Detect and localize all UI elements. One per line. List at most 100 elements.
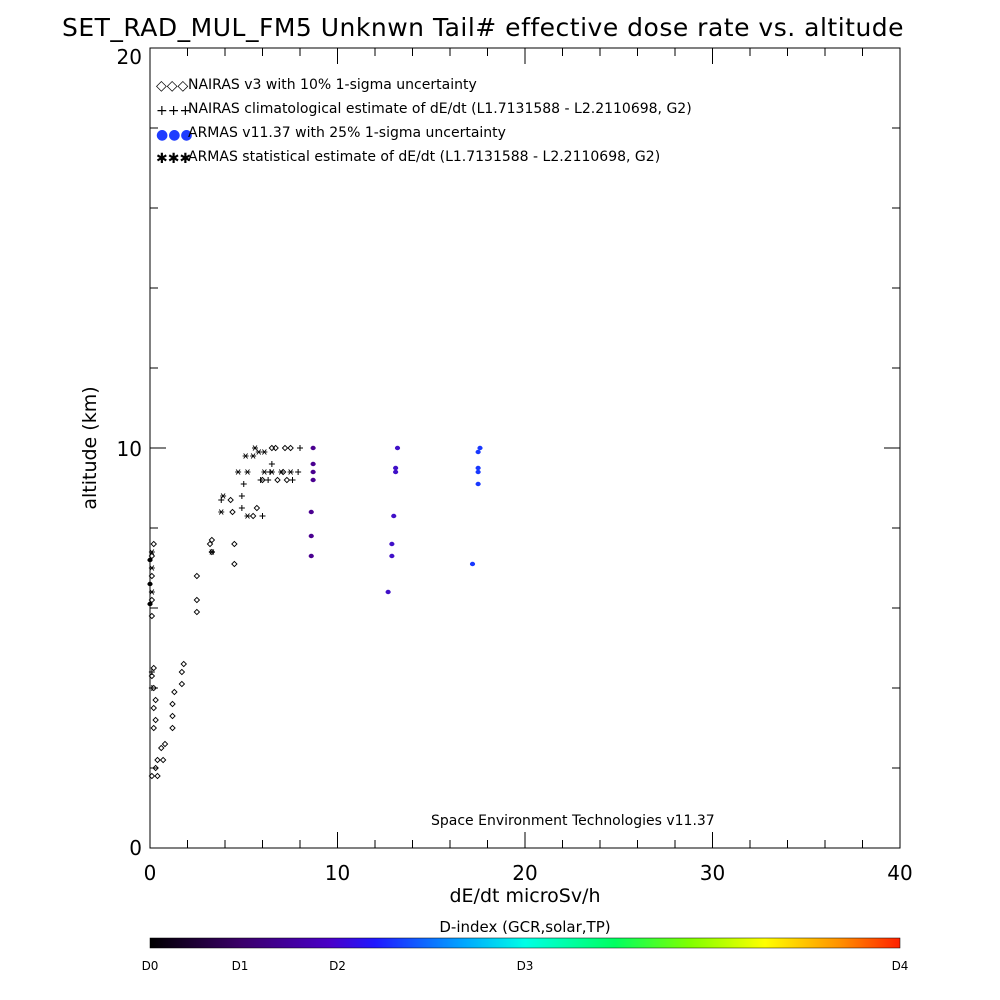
- nairas-point: [159, 756, 167, 764]
- nairas-point: [249, 512, 257, 520]
- armas-statistical-point: [148, 549, 155, 555]
- nairas-point: [154, 756, 161, 764]
- legend-label-armas: ARMAS v11.37 with 25% 1-sigma uncertaint…: [188, 125, 506, 141]
- armas-statistical-point: [252, 445, 258, 451]
- nairas-point: [283, 476, 291, 484]
- legend-symbol-nairas: ◇◇◇: [156, 78, 189, 94]
- armas-point: [475, 481, 481, 487]
- nairas-point: [169, 712, 176, 720]
- x-tick-label-40: 40: [887, 861, 912, 885]
- nairas-climatological-point: [265, 477, 272, 483]
- x-tick-label-30: 30: [700, 861, 725, 885]
- nairas-point: [178, 668, 186, 676]
- nairas-point: [154, 772, 161, 780]
- legend-symbol-armas-statistical: ✱✱✱: [156, 151, 191, 167]
- nairas-point: [206, 540, 214, 548]
- axis-ticks: [149, 47, 901, 849]
- armas-statistical-point: [244, 513, 251, 519]
- nairas-point: [152, 716, 159, 724]
- armas-point: [393, 465, 399, 471]
- armas-statistical-point: [242, 453, 249, 459]
- nairas-point: [161, 740, 169, 748]
- legend-label-nairas-climatological: NAIRAS climatological estimate of dE/dt …: [188, 101, 692, 117]
- nairas-point: [169, 724, 176, 732]
- armas-point: [308, 553, 314, 559]
- nairas-point: [158, 744, 165, 752]
- x-tick-label-20: 20: [512, 861, 537, 885]
- colorbar-label: D2: [329, 959, 346, 973]
- nairas-point: [171, 688, 178, 696]
- armas-point: [477, 445, 483, 451]
- nairas-point: [193, 596, 201, 604]
- armas-point: [391, 513, 397, 519]
- chart-title: SET_RAD_MUL_FM5 Unknwn Tail# effective d…: [62, 13, 904, 42]
- armas-point: [475, 449, 481, 455]
- nairas-point: [231, 540, 238, 548]
- nairas-climatological-point: [268, 461, 275, 467]
- armas-statistical-point: [261, 469, 268, 475]
- armas-statistical-point: [287, 469, 294, 475]
- nairas-climatological-point: [295, 469, 302, 475]
- armas-point: [310, 477, 316, 483]
- armas-statistical-point: [208, 549, 215, 555]
- legend-label-armas-statistical: ARMAS statistical estimate of dE/dt (L1.…: [188, 149, 660, 165]
- x-tick-label-10: 10: [325, 861, 350, 885]
- armas-point: [385, 589, 391, 595]
- armas-point: [310, 461, 316, 467]
- nairas-climatological-point: [148, 685, 155, 691]
- nairas-point: [150, 724, 157, 732]
- nairas-climatological-point: [240, 481, 247, 487]
- armas-statistical-point: [148, 565, 155, 571]
- armas-statistical-point: [235, 469, 242, 475]
- y-tick-label-0: 0: [129, 836, 142, 860]
- nairas-point: [268, 444, 276, 452]
- nairas-point: [150, 540, 157, 548]
- legend: ◇◇◇ NAIRAS v3 with 10% 1-sigma uncertain…: [156, 77, 692, 167]
- nairas-point: [152, 696, 159, 704]
- armas-statistical-point: [261, 449, 268, 455]
- colorbar-label: D3: [517, 959, 534, 973]
- nairas-point: [150, 664, 157, 672]
- y-tick-label-20: 20: [117, 45, 142, 69]
- nairas-point: [193, 608, 201, 616]
- nairas-point: [229, 508, 236, 516]
- nairas-point: [272, 444, 279, 452]
- armas-statistical-point: [250, 453, 257, 459]
- colorbar: [149, 937, 901, 949]
- armas-point: [147, 601, 153, 607]
- armas-point: [393, 469, 399, 475]
- nairas-point: [253, 504, 261, 512]
- nairas-climatological-point: [289, 477, 296, 483]
- nairas-climatological-point: [297, 445, 303, 451]
- armas-statistical-point: [244, 469, 251, 475]
- armas-statistical-point: [278, 469, 285, 475]
- nairas-point: [180, 660, 187, 668]
- armas-point: [308, 533, 314, 539]
- armas-point: [469, 561, 476, 567]
- nairas-climatological-point: [238, 505, 245, 511]
- nairas-point: [287, 444, 294, 452]
- nairas-point: [148, 772, 156, 780]
- armas-point: [394, 445, 401, 451]
- y-axis-label: altitude (km): [79, 386, 101, 509]
- nairas-point: [274, 476, 281, 484]
- x-axis-label: dE/dt microSv/h: [449, 885, 600, 907]
- armas-statistical-point: [255, 449, 262, 455]
- nairas-climatological-point: [257, 477, 264, 483]
- armas-point: [147, 581, 153, 587]
- credit-text: Space Environment Technologies v11.37: [431, 813, 715, 829]
- armas-statistical-point: [148, 589, 155, 595]
- armas-statistical-point: [268, 469, 275, 475]
- nairas-point: [208, 536, 216, 544]
- armas-statistical-point: [220, 493, 227, 499]
- nairas-point: [169, 700, 176, 708]
- armas-statistical-point: [218, 509, 225, 515]
- nairas-point: [152, 764, 159, 772]
- nairas-point: [148, 612, 156, 620]
- data-points: [147, 444, 483, 780]
- legend-symbol-armas: ●●●: [156, 127, 193, 143]
- nairas-climatological-point: [148, 669, 155, 675]
- armas-point: [389, 541, 395, 547]
- nairas-point: [193, 572, 201, 580]
